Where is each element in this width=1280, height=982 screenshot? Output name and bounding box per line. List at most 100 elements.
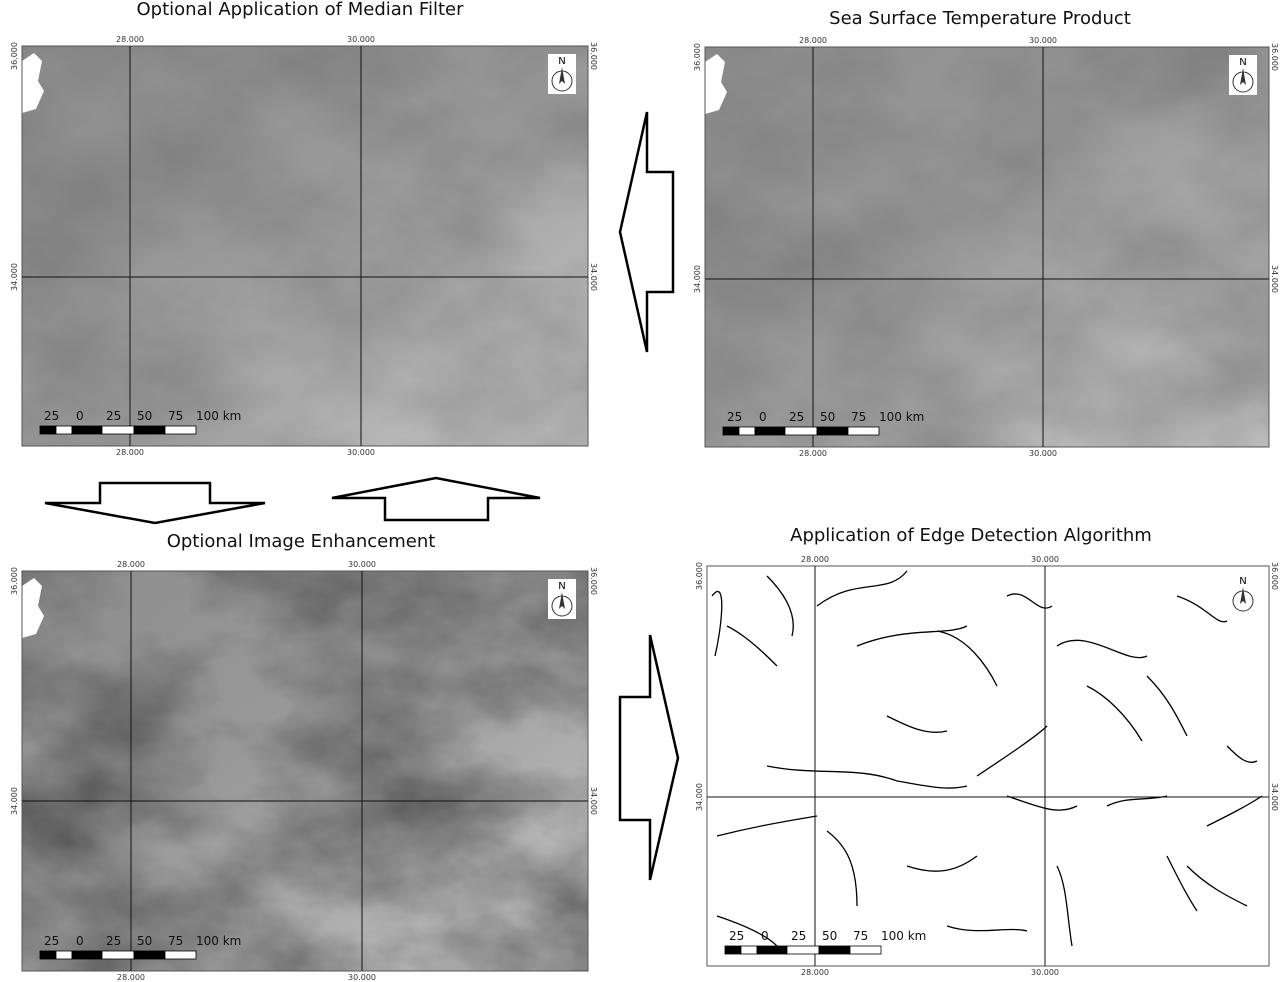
workflow-diagram: Optional Application of Median Filter 28.… [0,0,1280,982]
arrow-left [620,112,673,352]
scale-label: 25 [106,409,121,423]
north-label: N [558,56,565,67]
scale-segment [102,426,134,434]
y-label: 34.000 [10,263,19,291]
map-texture [705,47,1269,447]
map-panel: Application of Edge Detection Algorithm 2… [695,525,1279,977]
scale-segment [819,946,850,954]
scale-segment [56,951,72,959]
scale-label: 25 [729,929,744,943]
scale-segment [165,426,196,434]
scale-label: 0 [76,934,84,948]
x-label: 30.000 [348,973,376,982]
scale-segment [72,951,102,959]
y-label: 34.000 [695,783,704,811]
x-label: 28.000 [801,968,829,977]
scale-label: 25 [106,934,121,948]
scale-segment [787,946,819,954]
scale-segment [40,951,56,959]
x-label: 28.000 [117,973,145,982]
y-label: 36.000 [10,42,19,70]
north-label: N [1239,57,1246,68]
y-label: 34.000 [1270,783,1279,811]
y-label: 36.000 [695,562,704,590]
scale-segment [741,946,757,954]
scale-label: 25 [44,934,59,948]
scale-segment [40,426,56,434]
scale-label: 0 [76,409,84,423]
y-label: 34.000 [1270,265,1279,293]
map-frame [707,566,1269,966]
scale-label: 25 [791,929,806,943]
panel-title: Application of Edge Detection Algorithm [790,525,1152,546]
x-label: 30.000 [1029,36,1057,45]
scale-label: 100 km [879,410,924,424]
map-texture [22,571,588,971]
y-label: 36.000 [1270,562,1279,590]
scale-segment [757,946,787,954]
scale-segment [850,946,881,954]
scale-segment [739,427,755,435]
map-panel: Sea Surface Temperature Product28.00028.… [693,8,1279,458]
scale-label: 25 [789,410,804,424]
x-label: 28.000 [799,36,827,45]
x-label: 30.000 [347,35,375,44]
x-label: 30.000 [1031,555,1059,564]
scale-label: 50 [822,929,837,943]
panel-title: Optional Application of Median Filter [137,0,465,20]
y-label: 36.000 [589,42,598,70]
scale-segment [848,427,879,435]
scale-segment [165,951,196,959]
scale-label: 25 [44,409,59,423]
scale-label: 100 km [196,934,241,948]
scale-label: 75 [851,410,866,424]
scale-label: 100 km [881,929,926,943]
x-label: 28.000 [116,448,144,457]
panel-title: Sea Surface Temperature Product [829,8,1131,29]
arrow-up [332,478,540,520]
scale-segment [102,951,134,959]
scale-segment [817,427,848,435]
y-label: 36.000 [589,567,598,595]
scale-label: 50 [137,934,152,948]
scale-label: 75 [853,929,868,943]
scale-segment [134,426,165,434]
scale-label: 75 [168,409,183,423]
panel-title: Optional Image Enhancement [167,531,436,552]
scale-segment [785,427,817,435]
scale-segment [755,427,785,435]
y-label: 36.000 [1270,43,1279,71]
scale-segment [725,946,741,954]
x-label: 28.000 [116,35,144,44]
scale-label: 0 [759,410,767,424]
map-panel: Optional Application of Median Filter 28.… [10,0,598,457]
scale-label: 100 km [196,409,241,423]
x-label: 30.000 [1029,449,1057,458]
arrow-down [45,483,265,523]
scale-segment [134,951,165,959]
map-texture [22,46,588,446]
x-label: 28.000 [117,560,145,569]
x-label: 28.000 [801,555,829,564]
x-label: 30.000 [1031,968,1059,977]
y-label: 34.000 [10,787,19,815]
scale-label: 50 [137,409,152,423]
scale-segment [723,427,739,435]
arrow-right [620,635,678,880]
y-label: 34.000 [589,263,598,291]
y-label: 36.000 [10,567,19,595]
scale-label: 25 [727,410,742,424]
x-label: 30.000 [348,560,376,569]
x-label: 28.000 [799,449,827,458]
scale-label: 0 [761,929,769,943]
y-label: 34.000 [589,787,598,815]
north-label: N [1239,576,1246,587]
scale-segment [72,426,102,434]
y-label: 34.000 [693,265,702,293]
scale-label: 50 [820,410,835,424]
x-label: 30.000 [347,448,375,457]
map-panel: Optional Image Enhancement 28.000 28.000 30… [10,531,598,982]
y-label: 36.000 [693,43,702,71]
scale-label: 75 [168,934,183,948]
north-label: N [558,581,565,592]
